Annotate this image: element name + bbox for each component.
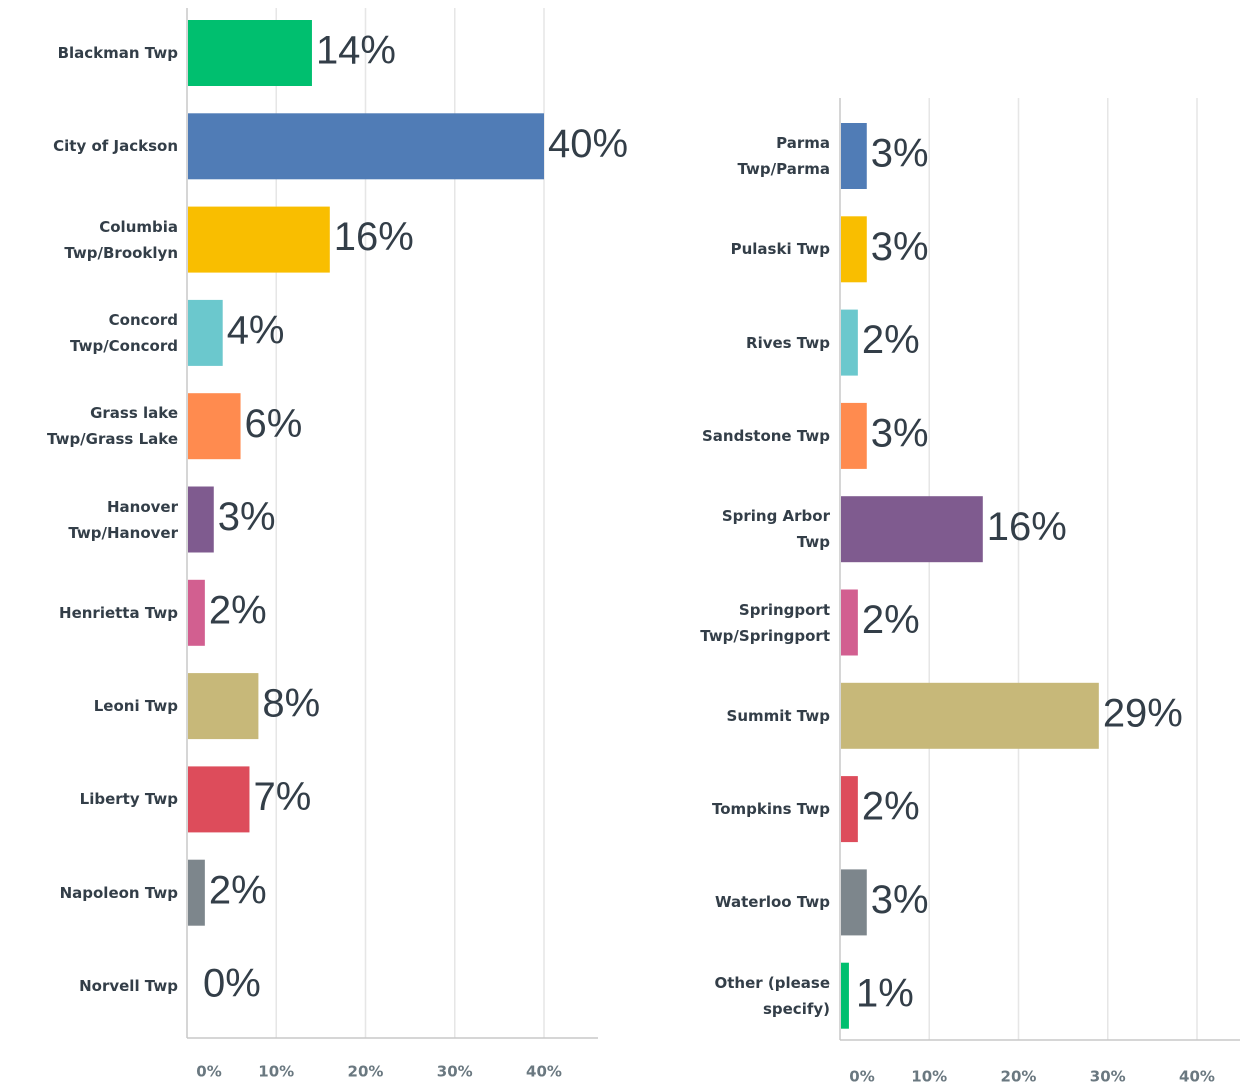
value-label: 3% <box>871 411 929 455</box>
x-tick-label: 0% <box>849 1068 874 1086</box>
bar <box>188 579 205 646</box>
bar <box>841 962 849 1029</box>
bar <box>188 486 214 553</box>
value-label: 2% <box>862 598 920 642</box>
bar <box>841 123 867 189</box>
category-label: Hanover Twp/Hanover <box>68 497 178 542</box>
category-label: Rives Twp <box>746 333 830 352</box>
category-label: Concord Twp/Concord <box>70 310 178 355</box>
value-label: 3% <box>871 225 929 269</box>
bar <box>188 299 223 366</box>
value-label: 8% <box>262 682 320 726</box>
category-label: Norvell Twp <box>79 977 178 995</box>
category-label: Springport Twp/Springport <box>700 600 830 645</box>
value-label: 16% <box>987 505 1067 549</box>
category-label: Summit Twp <box>726 706 830 725</box>
value-label: 6% <box>245 402 303 446</box>
bar <box>188 673 259 740</box>
bar <box>188 393 241 460</box>
value-label: 40% <box>548 122 628 166</box>
category-label: Henrietta Twp <box>59 603 178 622</box>
category-label: Grass lake Twp/Grass Lake <box>47 404 178 449</box>
value-label: 2% <box>862 318 920 362</box>
value-label: 0% <box>203 962 261 1006</box>
value-label: 14% <box>316 29 396 73</box>
category-label: Other (please specify) <box>714 973 830 1018</box>
value-label: 2% <box>862 785 920 829</box>
value-label: 2% <box>209 588 267 632</box>
bar <box>841 682 1099 749</box>
bar <box>841 589 858 656</box>
category-label: Leoni Twp <box>93 697 178 716</box>
x-tick-label: 40% <box>1179 1068 1215 1086</box>
x-tick-label: 20% <box>1001 1068 1037 1086</box>
bar <box>188 859 205 926</box>
x-tick-label: 10% <box>911 1068 947 1086</box>
x-tick-label: 20% <box>348 1063 384 1081</box>
bar <box>188 113 544 180</box>
value-label: 7% <box>253 775 311 819</box>
category-label: Columbia Twp/Brooklyn <box>64 217 178 262</box>
bar <box>188 206 330 273</box>
x-tick-label: 40% <box>526 1063 562 1081</box>
category-label: Napoleon Twp <box>59 883 178 902</box>
x-tick-label: 30% <box>437 1063 473 1081</box>
category-label: Waterloo Twp <box>714 893 830 912</box>
bar <box>841 216 867 283</box>
category-label: Blackman Twp <box>57 44 178 62</box>
bar <box>841 869 867 936</box>
value-label: 3% <box>871 878 929 922</box>
bar <box>188 20 312 86</box>
bar <box>841 776 858 843</box>
x-tick-label: 10% <box>258 1063 294 1081</box>
value-label: 16% <box>334 215 414 259</box>
x-tick-label: 30% <box>1090 1068 1126 1086</box>
value-label: 3% <box>871 132 929 176</box>
bar <box>841 402 867 469</box>
bar <box>841 309 858 376</box>
category-label: City of Jackson <box>53 137 178 156</box>
value-label: 4% <box>227 308 285 352</box>
category-label: Spring Arbor Twp <box>721 507 830 552</box>
bar <box>841 496 983 563</box>
value-label: 3% <box>218 495 276 539</box>
value-label: 1% <box>856 971 914 1015</box>
category-label: Liberty Twp <box>79 790 178 809</box>
category-label: Parma Twp/Parma <box>737 134 830 178</box>
x-tick-label: 0% <box>196 1063 221 1081</box>
category-label: Sandstone Twp <box>702 426 830 445</box>
value-label: 2% <box>209 868 267 912</box>
bar <box>188 766 250 833</box>
value-label: 29% <box>1103 691 1183 735</box>
category-label: Tompkins Twp <box>711 800 830 819</box>
category-label: Pulaski Twp <box>730 240 830 259</box>
